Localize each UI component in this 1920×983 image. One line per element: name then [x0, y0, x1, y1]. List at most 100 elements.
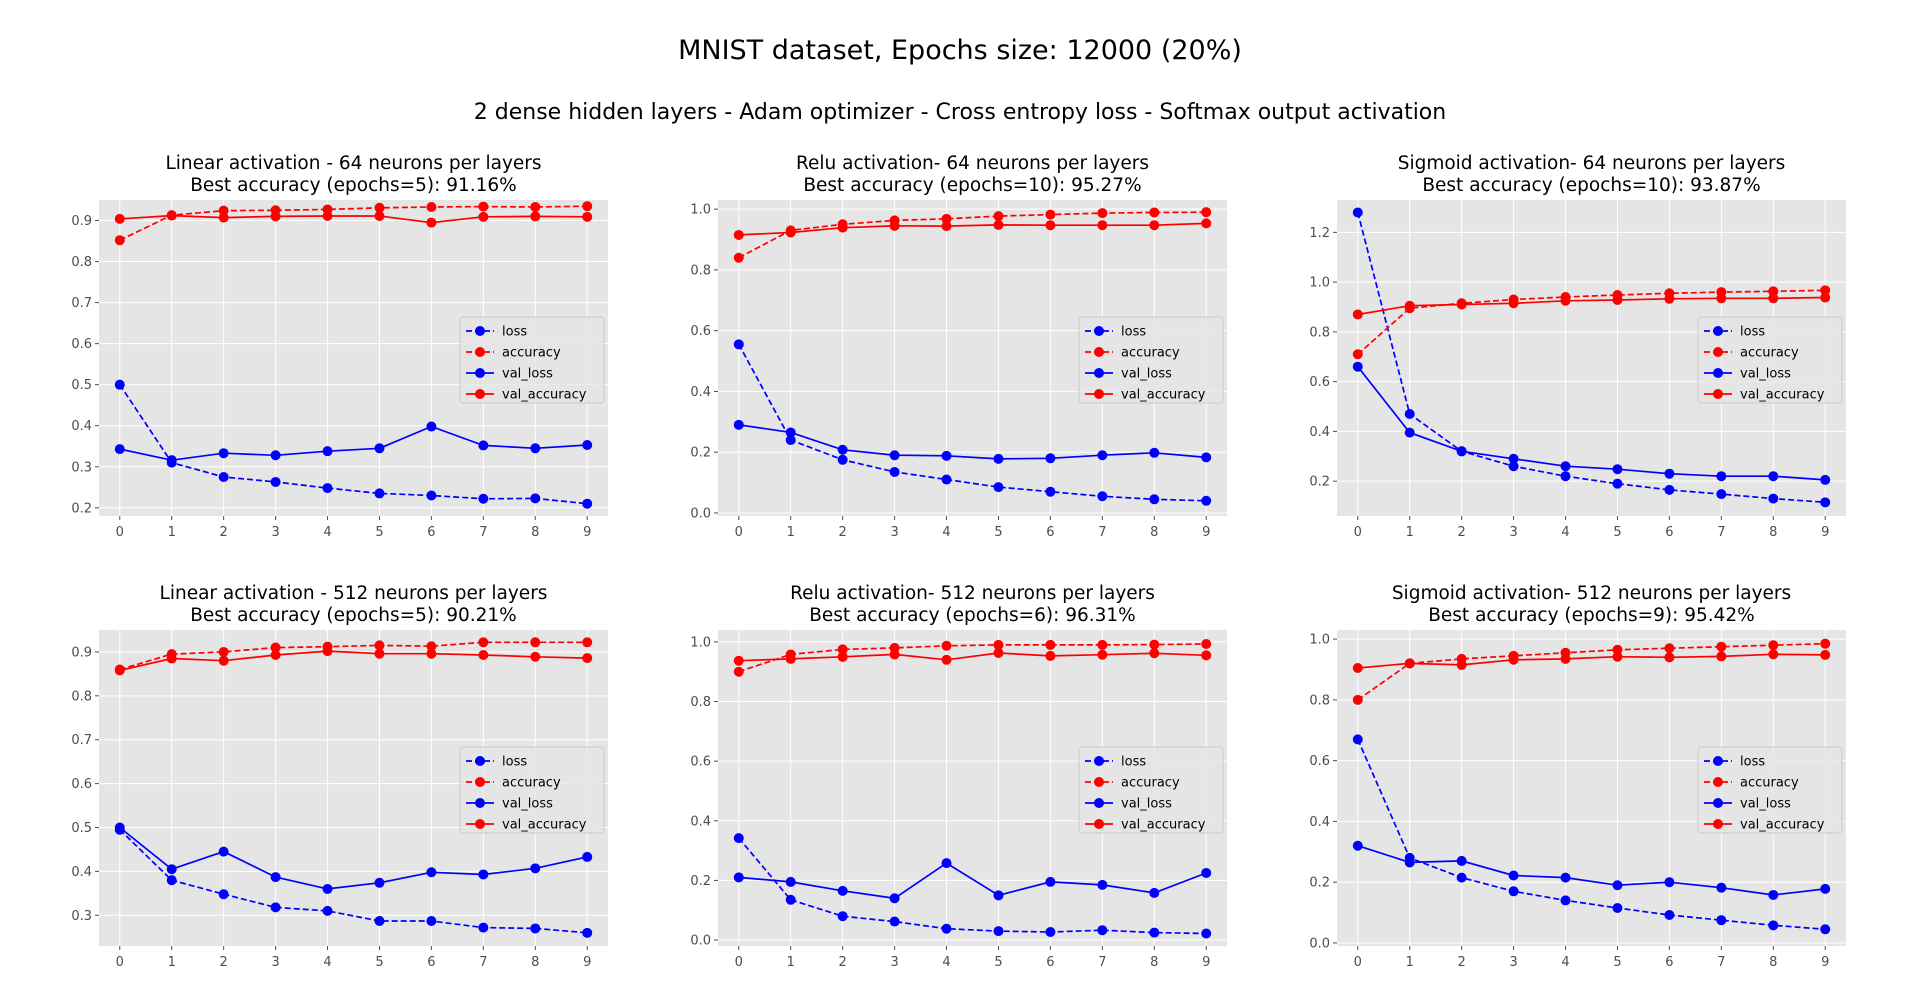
- data-point-val_loss: [993, 453, 1004, 464]
- data-point-val_accuracy: [1560, 653, 1571, 664]
- data-point-val_accuracy: [218, 655, 229, 666]
- y-tick-label: 0.4: [1309, 815, 1330, 830]
- data-point-val_accuracy: [785, 653, 796, 664]
- y-tick-label: 0.4: [690, 814, 711, 829]
- data-point-accuracy: [218, 646, 229, 657]
- legend-marker-val_accuracy: [475, 819, 485, 829]
- data-point-accuracy: [374, 640, 385, 651]
- data-point-val_accuracy: [1508, 654, 1519, 665]
- panel-subtitle: Best accuracy (epochs=6): 96.31%: [809, 605, 1136, 626]
- data-point-val_loss: [530, 863, 541, 874]
- data-point-accuracy: [374, 202, 385, 213]
- series-line-accuracy: [119, 205, 588, 241]
- data-point-loss: [478, 493, 489, 504]
- data-point-val_loss: [1664, 468, 1675, 479]
- panel-title: Linear activation - 64 neurons per layer…: [165, 153, 541, 174]
- y-tick-label: 0.8: [1309, 325, 1330, 340]
- legend-frame: [459, 746, 605, 834]
- data-point-val_accuracy: [1352, 662, 1363, 673]
- data-point-val_accuracy: [582, 211, 593, 222]
- series-line-val_accuracy: [1357, 296, 1826, 316]
- panel-title: Relu activation- 64 neurons per layers: [796, 153, 1149, 174]
- data-point-accuracy: [218, 205, 229, 216]
- x-tick-label: 2: [1458, 525, 1466, 540]
- x-tick-label: 8: [1150, 525, 1158, 540]
- data-point-val_accuracy: [1097, 649, 1108, 660]
- data-point-val_loss: [166, 455, 177, 466]
- data-point-val_loss: [733, 872, 744, 883]
- legend-marker-loss: [1094, 326, 1104, 336]
- data-point-val_loss: [426, 421, 437, 432]
- y-tick-label: 0.8: [690, 695, 711, 710]
- data-point-loss: [1149, 494, 1160, 505]
- x-tick-label: 1: [1406, 525, 1414, 540]
- panel-subtitle: Best accuracy (epochs=9): 95.42%: [1428, 605, 1755, 626]
- data-point-val_loss: [1352, 361, 1363, 372]
- data-point-val_loss: [1201, 452, 1212, 463]
- data-point-loss: [941, 474, 952, 485]
- x-tick-label: 1: [168, 525, 176, 540]
- data-point-val_loss: [322, 883, 333, 894]
- x-tick-label: 3: [1509, 525, 1517, 540]
- data-point-val_loss: [530, 443, 541, 454]
- data-point-val_loss: [218, 448, 229, 459]
- x-tick-label: 7: [479, 525, 487, 540]
- data-point-accuracy: [1768, 640, 1779, 651]
- data-point-val_loss: [1768, 471, 1779, 482]
- data-point-accuracy: [941, 213, 952, 224]
- data-point-loss: [1768, 493, 1779, 504]
- data-point-loss: [1045, 486, 1056, 497]
- x-tick-label: 5: [994, 955, 1002, 970]
- legend-marker-accuracy: [1713, 347, 1723, 357]
- x-tick-label: 6: [1046, 955, 1054, 970]
- data-point-val_accuracy: [993, 219, 1004, 230]
- data-point-loss: [993, 482, 1004, 493]
- data-point-loss: [114, 379, 125, 390]
- x-tick-label: 5: [1613, 955, 1621, 970]
- x-tick-label: 9: [1202, 525, 1210, 540]
- y-tick-label: 0.2: [690, 874, 711, 889]
- data-point-val_loss: [941, 858, 952, 869]
- data-point-loss: [374, 488, 385, 499]
- y-tick-label: 0.7: [71, 296, 92, 311]
- data-point-val_accuracy: [1768, 649, 1779, 660]
- data-point-val_accuracy: [1149, 648, 1160, 659]
- legend-label-loss: loss: [1740, 325, 1765, 340]
- data-point-val_loss: [1045, 453, 1056, 464]
- x-tick-label: 4: [323, 525, 331, 540]
- data-point-val_accuracy: [993, 647, 1004, 658]
- data-point-loss: [1820, 497, 1831, 508]
- series-line-val_loss: [1357, 844, 1826, 896]
- legend-label-val_loss: val_loss: [502, 367, 553, 382]
- data-point-val_accuracy: [1404, 658, 1415, 669]
- data-point-loss: [530, 923, 541, 934]
- data-point-val_accuracy: [1404, 300, 1415, 311]
- x-tick-label: 6: [1665, 525, 1673, 540]
- data-point-val_accuracy: [270, 650, 281, 661]
- data-point-accuracy: [426, 201, 437, 212]
- panel-title: Sigmoid activation- 512 neurons per laye…: [1392, 583, 1791, 604]
- data-point-val_accuracy: [1456, 659, 1467, 670]
- y-tick-label: 1.0: [1309, 276, 1330, 291]
- data-point-val_loss: [941, 450, 952, 461]
- x-tick-label: 4: [942, 525, 950, 540]
- data-point-val_loss: [1149, 447, 1160, 458]
- data-point-accuracy: [993, 211, 1004, 222]
- panel-title: Linear activation - 512 neurons per laye…: [160, 583, 548, 604]
- data-point-loss: [889, 916, 900, 927]
- data-point-accuracy: [1097, 208, 1108, 219]
- data-point-val_accuracy: [941, 221, 952, 232]
- data-point-val_accuracy: [1820, 292, 1831, 303]
- chart-panel-5: Relu activation- 512 neurons per layersB…: [690, 583, 1227, 970]
- legend-marker-val_accuracy: [475, 389, 485, 399]
- data-point-val_loss: [1768, 889, 1779, 900]
- data-point-loss: [322, 483, 333, 494]
- series-line-val_loss: [1357, 366, 1826, 481]
- x-tick-label: 6: [1046, 525, 1054, 540]
- x-tick-label: 8: [531, 955, 539, 970]
- x-tick-label: 7: [479, 955, 487, 970]
- data-point-val_accuracy: [1045, 220, 1056, 231]
- data-point-loss: [785, 894, 796, 905]
- panel-subtitle: Best accuracy (epochs=10): 93.87%: [1422, 175, 1760, 196]
- x-tick-label: 2: [839, 525, 847, 540]
